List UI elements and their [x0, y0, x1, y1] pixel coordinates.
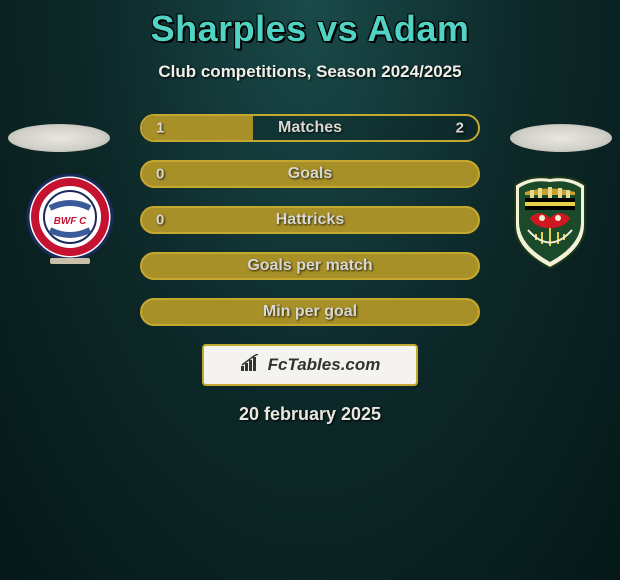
stat-row-goals-per-match: Goals per match [140, 252, 480, 280]
stat-label: Goals per match [142, 257, 478, 275]
brand-text: FcTables.com [268, 355, 381, 375]
shadow-ellipse-right [510, 124, 612, 152]
stat-label: Goals [142, 165, 478, 183]
stat-label: Matches [142, 119, 478, 137]
team-crest-right [500, 170, 600, 270]
stat-label: Hattricks [142, 211, 478, 229]
stat-row-hattricks: 0 Hattricks [140, 206, 480, 234]
shadow-ellipse-left [8, 124, 110, 152]
team-crest-left: BWF C [20, 170, 120, 270]
page-title: Sharples vs Adam [0, 8, 620, 50]
date-text: 20 february 2025 [0, 404, 620, 425]
brand-badge: FcTables.com [202, 344, 418, 386]
chart-icon [240, 354, 262, 377]
stat-row-matches: 1 Matches 2 [140, 114, 480, 142]
stat-row-min-per-goal: Min per goal [140, 298, 480, 326]
svg-text:BWF C: BWF C [54, 216, 88, 227]
stats-container: 1 Matches 2 0 Goals 0 Hattricks Goals pe… [140, 114, 480, 326]
subtitle: Club competitions, Season 2024/2025 [0, 62, 620, 82]
stat-label: Min per goal [142, 303, 478, 321]
stat-value-right: 2 [456, 120, 464, 137]
stat-row-goals: 0 Goals [140, 160, 480, 188]
